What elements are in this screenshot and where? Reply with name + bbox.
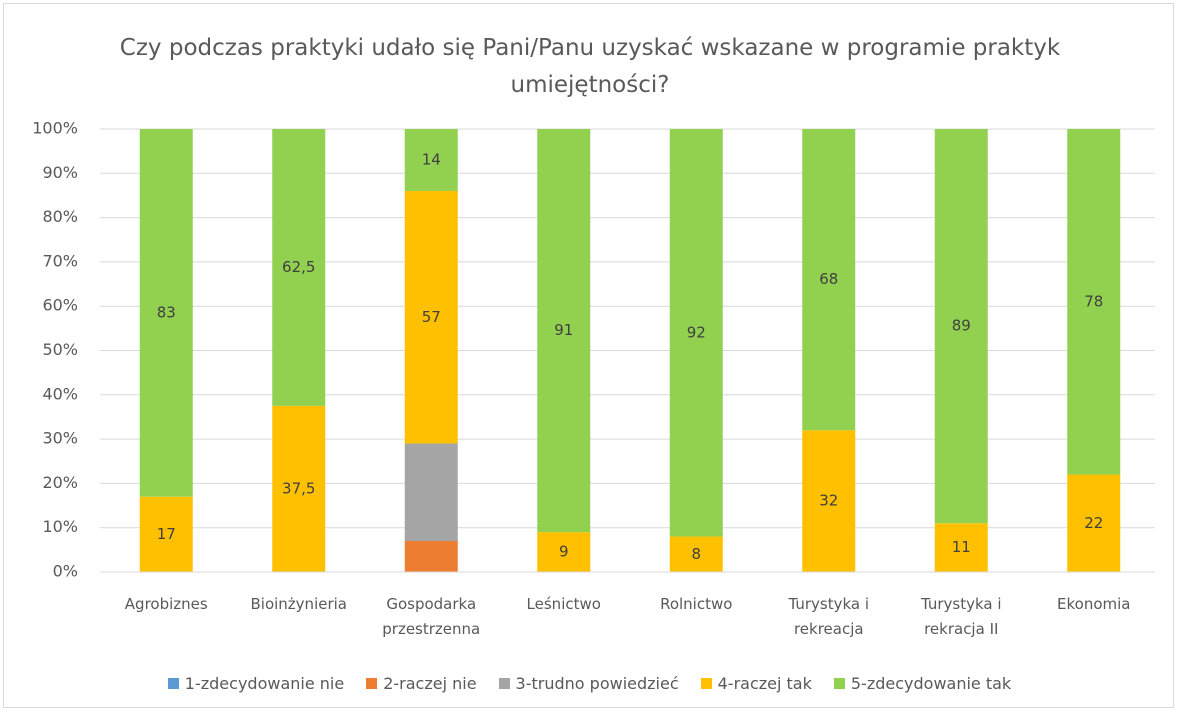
legend-item: 4-raczej tak xyxy=(700,674,812,693)
bar-segment xyxy=(139,496,193,572)
data-label: 14 xyxy=(422,151,441,169)
data-label: 37,5 xyxy=(282,479,315,497)
y-tick-label: 60% xyxy=(42,296,78,315)
y-tick-label: 90% xyxy=(42,163,78,182)
bar-segment xyxy=(537,532,591,572)
data-label: 57 xyxy=(422,308,441,326)
x-tick-label: Gospodarka przestrzenna xyxy=(382,595,481,638)
bar-segment xyxy=(404,129,458,192)
bar-segment xyxy=(272,405,326,572)
bar-segment xyxy=(934,129,988,524)
x-tick-label: Bioinżynieria xyxy=(250,595,348,613)
legend-swatch xyxy=(700,678,712,689)
y-tick-label: 40% xyxy=(42,384,78,403)
x-tick-label: Ekonomia xyxy=(1057,595,1131,613)
legend-label: 3-trudno powiedzieć xyxy=(515,674,679,693)
x-tick-label: Turystyka i rekreacja xyxy=(788,595,870,638)
chart-frame xyxy=(3,3,1174,708)
x-tick-label: Rolnictwo xyxy=(660,595,733,613)
y-tick-label: 0% xyxy=(53,562,78,581)
data-label: 9 xyxy=(559,543,569,561)
legend-swatch xyxy=(366,678,378,689)
bar-segment xyxy=(1067,474,1121,572)
bar-segment xyxy=(404,443,458,541)
legend: 1-zdecydowanie nie 2-raczej nie 3-trudno p… xyxy=(0,674,1179,693)
legend-swatch xyxy=(833,678,845,689)
legend-label: 5-zdecydowanie tak xyxy=(850,674,1012,693)
legend-item: 1-zdecydowanie nie xyxy=(167,674,345,693)
x-tick-label: Leśnictwo xyxy=(526,595,601,613)
x-tick-label: Turystyka i rekracja II xyxy=(920,595,1002,638)
data-label: 11 xyxy=(952,538,971,556)
data-label: 89 xyxy=(952,317,971,335)
data-label: 68 xyxy=(819,270,838,288)
legend-label: 4-raczej tak xyxy=(717,674,812,693)
bar-segment xyxy=(669,129,723,537)
data-label: 17 xyxy=(157,525,176,543)
legend-item: 5-zdecydowanie tak xyxy=(833,674,1012,693)
bar-segment xyxy=(802,430,856,572)
y-tick-label: 10% xyxy=(42,517,78,536)
bar-segment xyxy=(404,191,458,444)
bar-segment xyxy=(802,129,856,431)
y-tick-label: 70% xyxy=(42,251,78,270)
data-label: 91 xyxy=(554,321,573,339)
data-label: 83 xyxy=(157,303,176,321)
legend-label: 2-raczej nie xyxy=(383,674,477,693)
y-tick-label: 100% xyxy=(32,119,78,138)
chart-title: Czy podczas praktyki udało się Pani/Panu… xyxy=(119,35,1061,98)
y-tick-label: 80% xyxy=(42,207,78,226)
bar-segment xyxy=(537,129,591,533)
bar-segment xyxy=(934,523,988,572)
y-tick-label: 30% xyxy=(42,429,78,448)
legend-swatch xyxy=(498,678,510,689)
y-tick-label: 20% xyxy=(42,473,78,492)
x-tick-label: Agrobiznes xyxy=(124,595,208,613)
bar-segment xyxy=(272,129,326,406)
legend-swatch xyxy=(167,678,179,689)
data-label: 8 xyxy=(691,545,701,563)
legend-item: 3-trudno powiedzieć xyxy=(498,674,679,693)
data-label: 78 xyxy=(1084,292,1103,310)
data-label: 32 xyxy=(819,492,838,510)
legend-label: 1-zdecydowanie nie xyxy=(184,674,345,693)
legend-item: 2-raczej nie xyxy=(366,674,477,693)
bar-segment xyxy=(669,536,723,572)
bar-segment xyxy=(1067,129,1121,475)
y-tick-label: 50% xyxy=(42,340,78,359)
bar-segment xyxy=(139,129,193,497)
data-label: 92 xyxy=(687,323,706,341)
data-label: 62,5 xyxy=(282,258,315,276)
data-label: 22 xyxy=(1084,514,1103,532)
bar-segment xyxy=(404,540,458,572)
